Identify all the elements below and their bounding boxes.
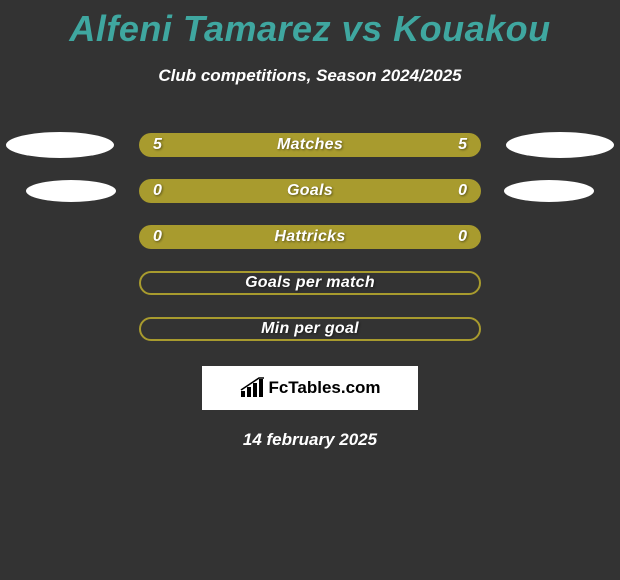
- stat-row: 0 Hattricks 0: [0, 214, 620, 260]
- stat-value-right: 5: [458, 136, 467, 154]
- stat-row: 0 Goals 0: [0, 168, 620, 214]
- stat-pill: 0 Hattricks 0: [139, 225, 481, 249]
- stat-pill: 0 Goals 0: [139, 179, 481, 203]
- stat-row: Min per goal: [0, 306, 620, 352]
- player2-name: Kouakou: [393, 8, 551, 49]
- brand-text: FcTables.com: [268, 378, 380, 398]
- stat-pill: Goals per match: [139, 271, 481, 295]
- side-blob: [506, 132, 614, 158]
- side-blob: [6, 132, 114, 158]
- stat-value-right: 0: [458, 182, 467, 200]
- stat-label: Hattricks: [274, 228, 345, 246]
- stats-container: 5 Matches 5 0 Goals 0 0 Hattricks 0 Goals per mat…: [0, 122, 620, 352]
- chart-icon: [239, 377, 265, 399]
- stat-value-left: 5: [153, 136, 162, 154]
- stat-label: Min per goal: [261, 320, 359, 338]
- stat-label: Matches: [277, 136, 343, 154]
- subtitle: Club competitions, Season 2024/2025: [0, 66, 620, 86]
- stat-value-left: 0: [153, 182, 162, 200]
- page-title: Alfeni Tamarez vs Kouakou: [0, 0, 620, 50]
- side-blob: [504, 180, 594, 202]
- stat-pill: 5 Matches 5: [139, 133, 481, 157]
- stat-row: 5 Matches 5: [0, 122, 620, 168]
- stat-label: Goals per match: [245, 274, 375, 292]
- player1-name: Alfeni Tamarez: [69, 8, 331, 49]
- stat-row: Goals per match: [0, 260, 620, 306]
- brand-box: FcTables.com: [202, 366, 418, 410]
- side-blob: [26, 180, 116, 202]
- stat-value-left: 0: [153, 228, 162, 246]
- date-line: 14 february 2025: [0, 430, 620, 450]
- stat-pill: Min per goal: [139, 317, 481, 341]
- stat-label: Goals: [287, 182, 333, 200]
- stat-value-right: 0: [458, 228, 467, 246]
- vs-text: vs: [342, 8, 383, 49]
